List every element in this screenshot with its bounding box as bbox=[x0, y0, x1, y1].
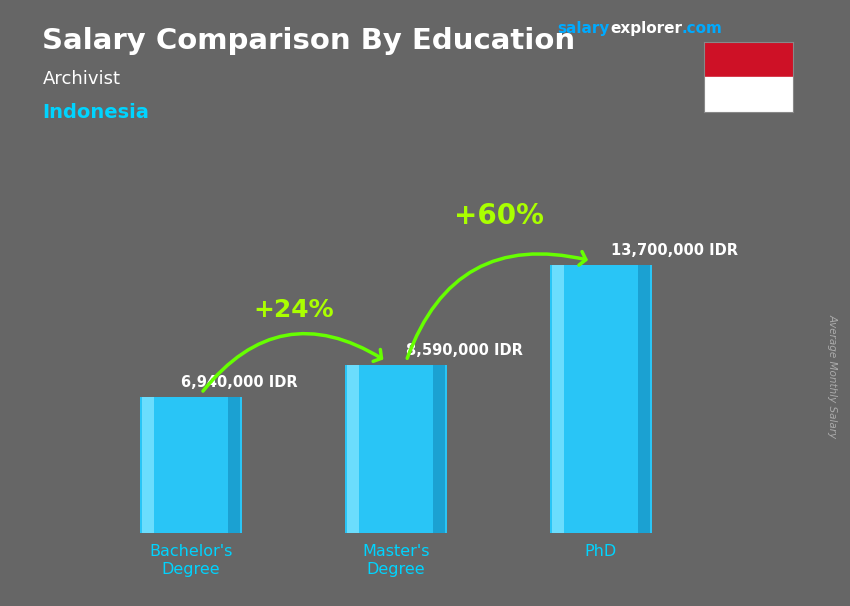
Bar bbox=[142, 397, 154, 533]
Bar bbox=[638, 265, 650, 533]
Text: 13,700,000 IDR: 13,700,000 IDR bbox=[611, 243, 739, 258]
Text: Average Monthly Salary: Average Monthly Salary bbox=[827, 314, 837, 438]
Text: 8,590,000 IDR: 8,590,000 IDR bbox=[406, 343, 523, 358]
Bar bbox=[228, 397, 241, 533]
Bar bbox=[347, 365, 359, 533]
Bar bbox=[550, 265, 652, 533]
Text: +60%: +60% bbox=[454, 202, 543, 230]
Bar bbox=[704, 42, 793, 78]
Bar bbox=[345, 365, 447, 533]
Text: explorer: explorer bbox=[610, 21, 683, 36]
Text: Indonesia: Indonesia bbox=[42, 103, 150, 122]
Text: salary: salary bbox=[557, 21, 609, 36]
Bar bbox=[704, 78, 793, 112]
Bar bbox=[139, 397, 242, 533]
Text: +24%: +24% bbox=[253, 298, 334, 322]
Bar bbox=[552, 265, 564, 533]
Bar bbox=[433, 365, 445, 533]
Text: Archivist: Archivist bbox=[42, 70, 121, 88]
Text: .com: .com bbox=[682, 21, 722, 36]
Text: 6,940,000 IDR: 6,940,000 IDR bbox=[181, 375, 298, 390]
Text: Salary Comparison By Education: Salary Comparison By Education bbox=[42, 27, 575, 55]
